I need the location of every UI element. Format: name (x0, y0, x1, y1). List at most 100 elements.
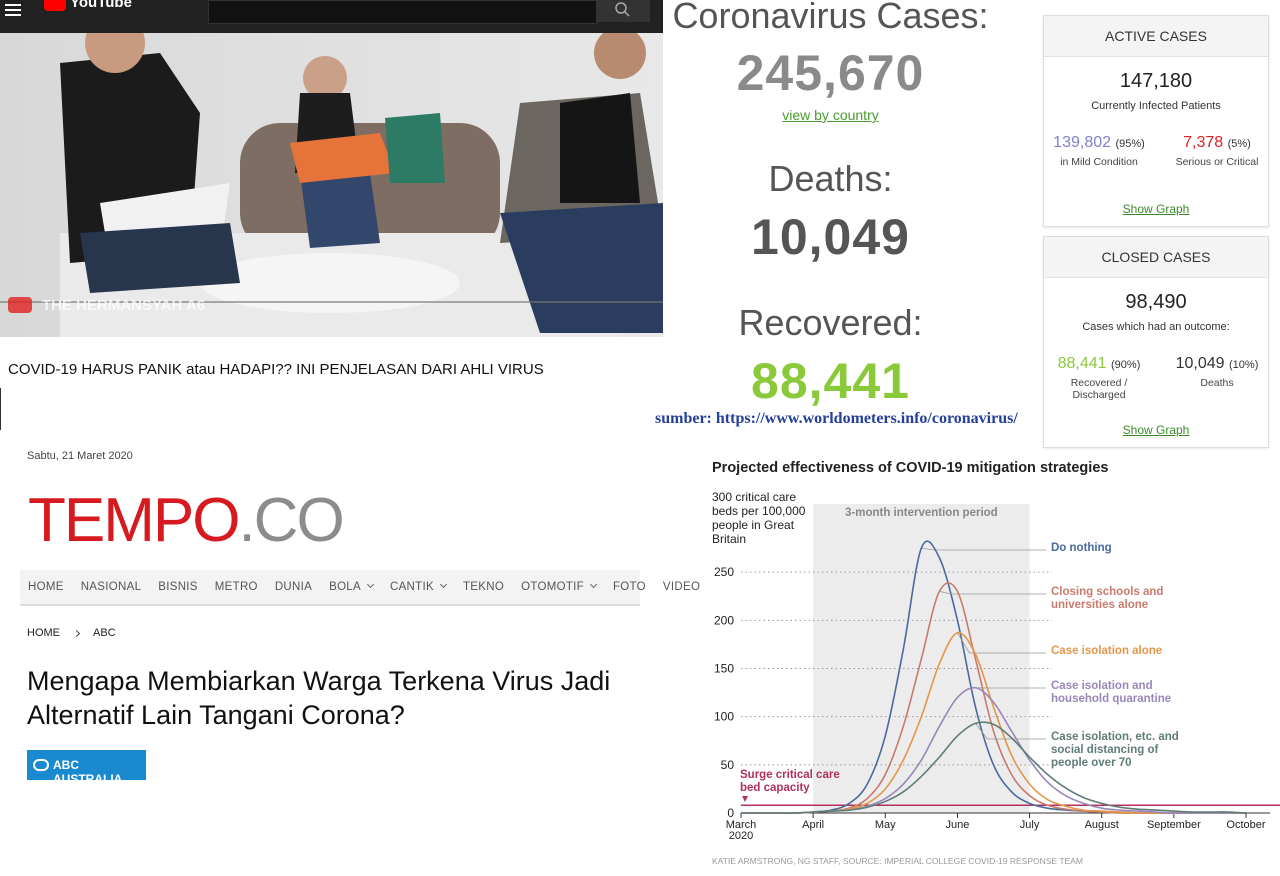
stat-percent: (10%) (1229, 359, 1259, 371)
badge-icon (33, 759, 49, 771)
divider (0, 388, 1, 430)
stat-percent: (5%) (1227, 138, 1251, 150)
x-tick-label: March 2020 (725, 820, 757, 842)
x-tick-label-box: March 2020 (725, 820, 757, 842)
legend-label: Case isolation alone (1051, 645, 1163, 657)
stat-label: Serious or Critical (1175, 156, 1259, 168)
y-tick-label: 0 (727, 806, 734, 820)
source-note: sumber: https://www.worldometers.info/co… (655, 410, 1018, 427)
nav-item[interactable]: TEKNO (463, 581, 504, 593)
stat-number: 10,049 (1175, 355, 1225, 372)
worldometers-panel: Coronavirus Cases: 245,670 view by count… (655, 0, 1280, 440)
nav-item[interactable]: BISNIS (158, 581, 198, 593)
stat-percent: (95%) (1115, 138, 1145, 150)
search-box[interactable] (208, 0, 598, 24)
recovered-label: Recovered: (738, 302, 923, 343)
dropdown-chevron (589, 580, 598, 589)
nav-item[interactable]: CANTIK (390, 580, 448, 593)
y-tick-label: 100 (714, 710, 734, 724)
dropdown-chevron (439, 580, 448, 589)
capacity-label: Surge critical care bed capacity (740, 769, 840, 794)
panel-right-stat: 10,049 (10%) Deaths (1162, 355, 1272, 389)
breadcrumb-item[interactable]: ABC (93, 627, 116, 639)
nav-label: BOLA (329, 581, 361, 593)
stat-number: 139,802 (1053, 134, 1112, 151)
nav-label: BISNIS (158, 581, 198, 593)
nav-item[interactable]: NASIONAL (81, 581, 142, 593)
y-axis-label-box: 300 critical care beds per 100,000 peopl… (712, 490, 806, 546)
x-tick-label: October (1226, 820, 1266, 831)
panel-total: 147,180 (1119, 70, 1193, 92)
cases-label: Coronavirus Cases: (672, 0, 989, 36)
article-date: Sabtu, 21 Maret 2020 (27, 450, 133, 462)
panel-left-stat: 139,802 (95%) in Mild Condition (1044, 134, 1154, 168)
legend-label: Case isolation and household quarantine (1051, 680, 1172, 705)
panel-header: ACTIVE CASES (1044, 16, 1268, 57)
chart-title: Projected effectiveness of COVID-19 miti… (712, 460, 1108, 476)
x-tick-label-box: June (945, 820, 970, 831)
nav-label: METRO (214, 581, 258, 593)
nav-label: FOTO (612, 581, 646, 593)
legend-label: Do nothing (1051, 542, 1112, 554)
nav-item[interactable]: OTOMOTIF (521, 580, 598, 593)
stat-label: Recovered / Discharged (1070, 377, 1128, 401)
stat-number: 88,441 (1057, 355, 1107, 372)
video-frame[interactable] (0, 33, 663, 337)
chart: Projected effectiveness of COVID-19 miti… (712, 460, 1280, 866)
show-graph-link[interactable]: Show Graph (1122, 423, 1190, 437)
channel-watermark: THE HERMANSYAH A6 (42, 297, 206, 314)
x-tick-label: June (945, 820, 970, 831)
nav-item[interactable]: VIDEO (663, 581, 700, 593)
leader-line (939, 591, 1046, 595)
nav-item[interactable]: METRO (215, 581, 258, 593)
nav-item[interactable]: FOTO (613, 581, 646, 593)
tempo-logo[interactable]: TEMPO.CO (28, 486, 345, 556)
legend-label: Closing schools and universities alone (1051, 586, 1164, 611)
logo-suffix: .CO (238, 486, 344, 555)
logo-main: TEMPO (28, 486, 240, 555)
youtube-top-bar: YouTube (0, 0, 663, 33)
deaths-number: 10,049 (751, 209, 910, 265)
nav-item[interactable]: HOME (28, 581, 64, 593)
search-button[interactable] (596, 0, 650, 22)
capacity-label-box: Surge critical care bed capacity (740, 769, 840, 794)
nav-item[interactable]: BOLA (329, 580, 375, 593)
y-tick-label: 250 (714, 565, 734, 579)
nav-item[interactable]: DUNIA (275, 581, 312, 593)
youtube-logo[interactable]: YouTube (70, 0, 132, 11)
legend-label-box: Case isolation alone (1051, 645, 1163, 657)
panel-total-label: Currently Infected Patients (1091, 100, 1221, 112)
show-graph-link[interactable]: Show Graph (1122, 202, 1190, 216)
youtube-logo-icon (44, 0, 66, 11)
legend-label: Case isolation, etc. and social distanci… (1051, 731, 1179, 769)
menu-icon[interactable] (5, 4, 21, 6)
x-tick-label-box: August (1085, 820, 1119, 831)
x-tick-label-box: May (874, 820, 896, 831)
breadcrumb-item[interactable]: HOME (27, 627, 60, 639)
stat-number: 7,378 (1183, 134, 1224, 151)
y-axis-label: 300 critical care beds per 100,000 peopl… (712, 490, 806, 546)
x-tick-label: September (1146, 820, 1201, 831)
nav-label: OTOMOTIF (521, 581, 584, 593)
x-tick-label-box: October (1226, 820, 1266, 831)
cases-number: 245,670 (736, 45, 925, 101)
source-badge[interactable]: ABC AUSTRALIA (27, 750, 146, 786)
view-by-country-link[interactable]: view by country (782, 107, 879, 123)
video-title[interactable]: COVID-19 HARUS PANIK atau HADAPI?? INI P… (8, 361, 544, 378)
stat-percent: (90%) (1111, 359, 1141, 371)
badge-text: ABC AUSTRALIA (53, 758, 123, 786)
panel-left-stat: 88,441 (90%) Recovered / Discharged (1044, 355, 1154, 401)
series-line (741, 721, 1247, 814)
breadcrumb-separator (72, 629, 81, 638)
legend-label-box: Do nothing (1051, 542, 1112, 554)
panel-total-label: Cases which had an outcome: (1082, 321, 1230, 333)
search-icon (615, 2, 630, 17)
breadcrumb: HOME ABC (27, 627, 116, 639)
recovered-number: 88,441 (751, 353, 910, 409)
panel-right-stat: 7,378 (5%) Serious or Critical (1162, 134, 1272, 168)
x-tick-label: May (874, 820, 896, 831)
active-cases-panel: ACTIVE CASES 147,180 Currently Infected … (1043, 15, 1269, 227)
youtube-panel: YouTube THE HERMANSYAH A6 COVID-19 HARUS… (0, 0, 663, 388)
leader-line (975, 723, 1046, 740)
